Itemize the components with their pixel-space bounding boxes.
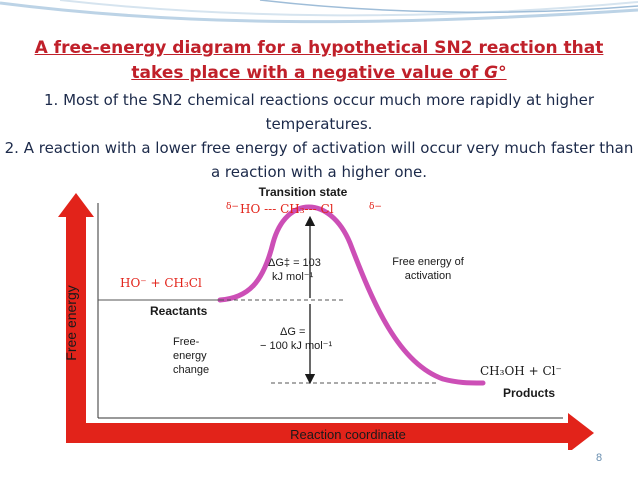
ts-delta-right: δ− <box>369 202 382 212</box>
reactants-label: Reactants <box>150 304 208 318</box>
delta-g-value-line-2: − 100 kJ mol⁻¹ <box>260 340 332 352</box>
change-label-line-3: change <box>173 364 209 376</box>
title-line-2-text: takes place with a negative value of <box>131 63 485 83</box>
page-number: 8 <box>596 452 603 464</box>
products-label: Products <box>503 386 555 400</box>
transition-state-label: Transition state <box>259 185 348 199</box>
activation-label-line-1: Free energy of <box>392 256 464 268</box>
change-label-line-1: Free- <box>173 336 200 348</box>
delta-g-value-line-1: ΔG = <box>280 326 305 338</box>
title-line-1: A free-energy diagram for a hypothetical… <box>34 38 604 58</box>
free-energy-diagram: Free energy Reaction coordinate Transiti… <box>58 185 594 450</box>
point-2: 2. A reaction with a lower free energy o… <box>4 139 634 181</box>
slide-title: A free-energy diagram for a hypothetical… <box>0 36 638 86</box>
title-symbol: G° <box>484 63 507 83</box>
y-axis-arrow <box>58 193 94 443</box>
title-line-2: takes place with a negative value of G° <box>0 61 638 86</box>
ts-species: HO --- CH₃--- Cl <box>240 202 334 216</box>
point-1: 1. Most of the SN2 chemical reactions oc… <box>44 91 594 133</box>
products-species: CH₃OH + Cl⁻ <box>480 364 562 378</box>
reactants-species: HO⁻ + CH₃Cl <box>120 276 202 290</box>
slide-body: 1. Most of the SN2 chemical reactions oc… <box>0 88 638 184</box>
activation-value-line-1: ΔG‡ = 103 <box>268 257 321 269</box>
header-swoosh-decoration <box>0 0 638 24</box>
x-axis-label: Reaction coordinate <box>290 427 406 442</box>
x-axis-arrow <box>66 413 594 450</box>
activation-value-line-2: kJ mol⁻¹ <box>272 271 314 283</box>
activation-label-line-2: activation <box>405 270 451 282</box>
energy-curve <box>217 204 486 386</box>
change-label-line-2: energy <box>173 350 207 362</box>
ts-delta-left: δ− <box>226 202 239 212</box>
y-axis-label: Free energy <box>63 285 79 360</box>
